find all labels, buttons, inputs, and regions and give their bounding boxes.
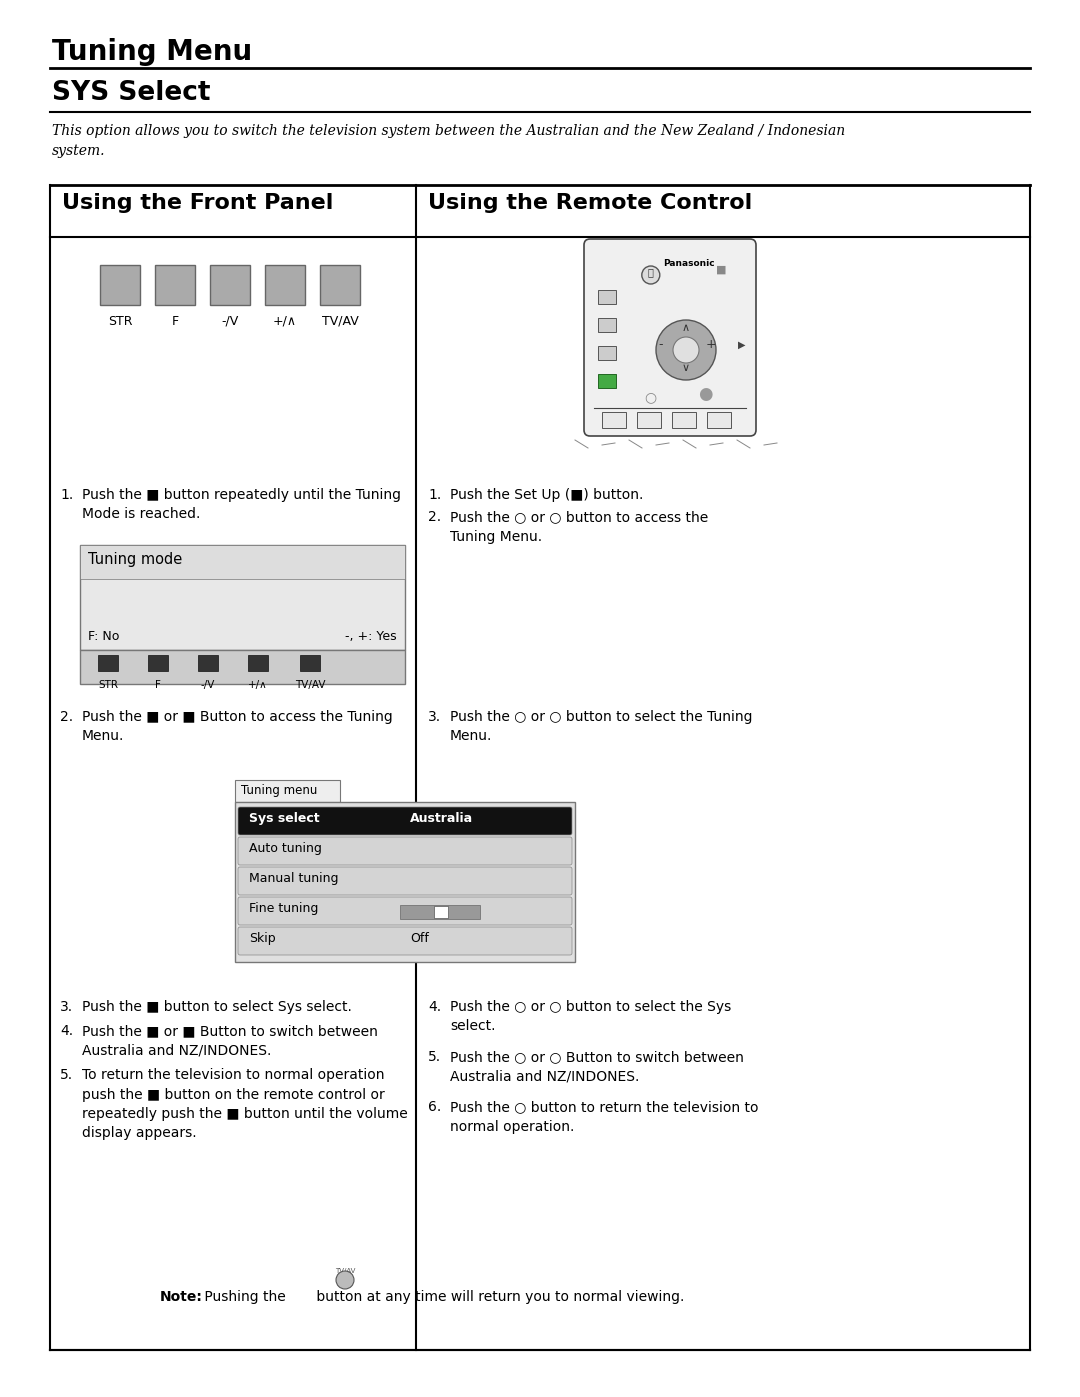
- Text: To return the television to normal operation
push the ■ button on the remote con: To return the television to normal opera…: [82, 1067, 408, 1140]
- Text: Skip: Skip: [249, 932, 275, 944]
- Bar: [235, 802, 575, 963]
- Bar: [100, 265, 140, 305]
- Text: 2.: 2.: [60, 710, 73, 724]
- Text: +: +: [705, 338, 716, 352]
- Bar: [80, 650, 405, 685]
- Text: Push the ■ or ■ Button to switch between
Australia and NZ/INDONES.: Push the ■ or ■ Button to switch between…: [82, 1024, 378, 1058]
- Text: STR: STR: [108, 314, 132, 328]
- Text: Push the ■ button repeatedly until the Tuning
Mode is reached.: Push the ■ button repeatedly until the T…: [82, 488, 401, 521]
- Text: Sys select: Sys select: [249, 812, 320, 826]
- Bar: [80, 545, 405, 650]
- Text: 1.: 1.: [60, 488, 73, 502]
- Bar: [400, 905, 480, 919]
- Text: F: F: [156, 680, 161, 690]
- Bar: [80, 545, 405, 578]
- Text: ▶: ▶: [739, 339, 746, 351]
- Bar: [300, 655, 320, 671]
- Text: F: F: [172, 314, 178, 328]
- Text: This option allows you to switch the television system between the Australian an: This option allows you to switch the tel…: [52, 124, 846, 158]
- Text: Using the Front Panel: Using the Front Panel: [62, 193, 334, 212]
- Text: TV/AV: TV/AV: [322, 314, 359, 328]
- Text: ∨: ∨: [681, 363, 690, 373]
- Bar: [598, 291, 616, 305]
- Text: F: No: F: No: [87, 630, 120, 643]
- Bar: [210, 265, 249, 305]
- Text: +/∧: +/∧: [248, 680, 268, 690]
- Bar: [707, 412, 731, 427]
- Text: 3.: 3.: [428, 710, 441, 724]
- Bar: [98, 655, 118, 671]
- Text: STR: STR: [98, 680, 118, 690]
- Text: +/∧: +/∧: [273, 314, 297, 328]
- Bar: [672, 412, 696, 427]
- Text: 3.: 3.: [60, 1000, 73, 1014]
- Text: Tuning menu: Tuning menu: [241, 784, 318, 798]
- Text: 6.: 6.: [428, 1099, 442, 1113]
- Text: -/V: -/V: [221, 314, 239, 328]
- Text: 5.: 5.: [60, 1067, 73, 1083]
- Text: ●: ●: [698, 386, 713, 402]
- Bar: [235, 780, 340, 802]
- Text: -: -: [659, 338, 663, 352]
- Bar: [598, 319, 616, 332]
- Text: Auto tuning: Auto tuning: [249, 842, 322, 855]
- Text: ■: ■: [716, 265, 727, 275]
- Text: Off: Off: [410, 932, 429, 944]
- Text: TV/AV: TV/AV: [335, 1268, 355, 1274]
- Bar: [637, 412, 661, 427]
- Text: 5.: 5.: [428, 1051, 441, 1065]
- Text: Push the ○ or ○ button to select the Sys
select.: Push the ○ or ○ button to select the Sys…: [450, 1000, 731, 1034]
- Text: Panasonic: Panasonic: [663, 258, 715, 268]
- Bar: [320, 265, 360, 305]
- FancyBboxPatch shape: [238, 928, 572, 956]
- Text: ○: ○: [645, 390, 657, 404]
- Text: Using the Remote Control: Using the Remote Control: [428, 193, 753, 212]
- FancyBboxPatch shape: [584, 239, 756, 436]
- Circle shape: [656, 320, 716, 380]
- Text: ⏻: ⏻: [648, 267, 653, 277]
- Text: 2.: 2.: [428, 510, 441, 524]
- Text: 4.: 4.: [428, 1000, 441, 1014]
- FancyBboxPatch shape: [238, 807, 572, 835]
- Text: ∧: ∧: [681, 323, 690, 332]
- Text: Australia: Australia: [410, 812, 473, 826]
- Text: Push the ○ or ○ button to access the
Tuning Menu.: Push the ○ or ○ button to access the Tun…: [450, 510, 708, 543]
- Bar: [198, 655, 218, 671]
- Text: SYS Select: SYS Select: [52, 80, 211, 106]
- Bar: [156, 265, 195, 305]
- Text: Push the ■ button to select Sys select.: Push the ■ button to select Sys select.: [82, 1000, 352, 1014]
- Text: Push the ○ or ○ Button to switch between
Australia and NZ/INDONES.: Push the ○ or ○ Button to switch between…: [450, 1051, 744, 1084]
- Text: 1.: 1.: [428, 488, 442, 502]
- Text: Push the ○ button to return the television to
normal operation.: Push the ○ button to return the televisi…: [450, 1099, 758, 1133]
- Bar: [598, 374, 616, 388]
- Text: TV/AV: TV/AV: [295, 680, 325, 690]
- Text: -, +: Yes: -, +: Yes: [346, 630, 397, 643]
- FancyBboxPatch shape: [238, 837, 572, 865]
- Bar: [148, 655, 168, 671]
- FancyBboxPatch shape: [238, 897, 572, 925]
- Bar: [598, 346, 616, 360]
- Text: Push the Set Up (■) button.: Push the Set Up (■) button.: [450, 488, 644, 502]
- Bar: [602, 412, 626, 427]
- Text: Push the ■ or ■ Button to access the Tuning
Menu.: Push the ■ or ■ Button to access the Tun…: [82, 710, 393, 743]
- Text: Tuning Menu: Tuning Menu: [52, 38, 253, 66]
- Bar: [248, 655, 268, 671]
- Text: Push the ○ or ○ button to select the Tuning
Menu.: Push the ○ or ○ button to select the Tun…: [450, 710, 753, 743]
- FancyBboxPatch shape: [238, 868, 572, 895]
- Text: Note:: Note:: [160, 1289, 203, 1303]
- Text: Manual tuning: Manual tuning: [249, 872, 338, 886]
- Bar: [434, 907, 448, 918]
- Bar: [265, 265, 305, 305]
- Text: 4.: 4.: [60, 1024, 73, 1038]
- Circle shape: [673, 337, 699, 363]
- Text: Fine tuning: Fine tuning: [249, 902, 319, 915]
- Circle shape: [336, 1271, 354, 1289]
- Circle shape: [642, 265, 660, 284]
- Text: Pushing the       button at any time will return you to normal viewing.: Pushing the button at any time will retu…: [200, 1289, 685, 1303]
- Text: Tuning mode: Tuning mode: [87, 552, 183, 567]
- Text: -/V: -/V: [201, 680, 215, 690]
